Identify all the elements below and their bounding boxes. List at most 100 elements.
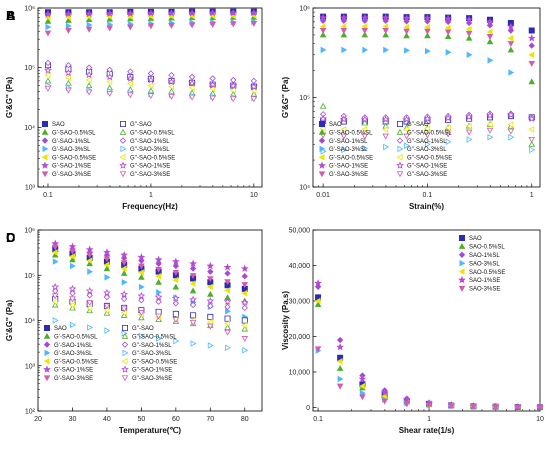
legend-marker <box>318 171 326 178</box>
data-point <box>171 294 180 302</box>
legend-label: G'-SAO-1%SL <box>329 139 368 145</box>
data-point <box>359 382 365 390</box>
x-tick-label: 1 <box>149 192 153 199</box>
data-point <box>85 76 92 84</box>
data-point <box>445 138 452 146</box>
data-point <box>65 87 72 94</box>
data-point <box>382 28 389 34</box>
legend-label: G''-SAO-1%SE <box>132 368 172 374</box>
legend-marker <box>458 285 466 292</box>
data-point <box>402 14 411 22</box>
legend-marker <box>43 357 50 365</box>
x-axis-label: Shear rate(1/s) <box>399 426 455 435</box>
data-point <box>514 404 522 411</box>
legend-marker <box>458 242 466 249</box>
chart-panel-d: D 0.1 1 10 0 10,000 20,000 30,000 40,000 50,000 Sh… <box>6 228 544 436</box>
legend: SAO G'-SAO-0.5%SL G'-SAO-1%SL G'-SAO-3%SL G'… <box>43 325 177 382</box>
data-point <box>339 13 348 21</box>
data-point <box>359 394 366 401</box>
legend-marker <box>397 121 403 127</box>
legend-label: G'-SAO-3%SE <box>54 376 93 382</box>
data-point <box>241 322 248 329</box>
data-point <box>465 30 473 37</box>
data-point <box>382 23 389 30</box>
legend-marker <box>44 349 51 357</box>
data-point <box>229 81 238 89</box>
data-point <box>155 266 162 273</box>
data-point <box>425 402 433 409</box>
data-point <box>423 114 432 122</box>
data-point <box>69 301 75 309</box>
data-point <box>190 340 197 347</box>
data-point <box>86 252 93 259</box>
y-tick-label: 10³ <box>25 363 36 370</box>
data-point <box>44 77 52 84</box>
data-point <box>336 343 344 351</box>
legend-marker <box>396 161 404 169</box>
data-point <box>85 9 94 18</box>
legend-label: G''-SAO-3%SE <box>130 172 170 178</box>
data-point <box>470 404 477 411</box>
legend-label: SAO-3%SL <box>469 261 500 267</box>
series-5 <box>51 239 249 272</box>
series-13 <box>319 127 536 143</box>
data-point <box>137 253 146 261</box>
data-point <box>486 121 493 128</box>
data-point <box>224 279 231 286</box>
y-tick-label: 10⁴ <box>24 318 35 325</box>
data-point <box>172 300 180 307</box>
legend: SAO G'-SAO-0.5%SL G'-SAO-1%SL G'-SAO-3%SL G'… <box>318 121 452 178</box>
data-point <box>147 70 155 77</box>
data-point <box>209 75 216 82</box>
data-point <box>156 289 163 296</box>
data-point <box>486 17 494 26</box>
data-point <box>403 126 410 133</box>
legend-marker <box>458 251 466 258</box>
legend-label: G'-SAO-0.5%SL <box>54 335 98 341</box>
legend-marker <box>41 171 49 178</box>
data-point <box>508 133 515 141</box>
data-point <box>486 38 494 45</box>
data-point <box>120 306 128 313</box>
data-point <box>487 57 494 64</box>
data-point <box>444 113 453 122</box>
data-point <box>319 28 327 34</box>
series-4 <box>51 249 248 297</box>
x-tick-label: 10 <box>536 416 544 423</box>
data-point <box>104 327 111 334</box>
data-point <box>336 383 344 390</box>
data-point <box>167 9 176 17</box>
data-point <box>362 145 369 152</box>
legend-marker <box>43 375 51 382</box>
series-5 <box>314 279 544 411</box>
series-6 <box>314 346 544 411</box>
series-7 <box>52 295 248 324</box>
data-point <box>188 73 196 81</box>
legend-marker <box>44 325 50 331</box>
legend-label: SAO-1%SE <box>469 278 500 284</box>
data-point <box>336 336 344 344</box>
x-tick-label: 0.1 <box>43 192 53 199</box>
data-point <box>65 22 72 30</box>
data-point <box>86 260 93 267</box>
data-point <box>168 22 175 29</box>
data-point <box>249 82 258 90</box>
chart-panel-a: A 0.1 1 10 10³ 10⁴ 10⁵ 10⁶ Frequency(Hz) G'&G'' (… <box>5 6 263 211</box>
data-point <box>240 264 249 272</box>
data-point <box>69 253 75 260</box>
data-point <box>424 132 431 139</box>
data-point <box>507 46 515 53</box>
data-point <box>424 23 430 31</box>
data-point <box>423 14 432 22</box>
data-point <box>138 314 145 321</box>
legend-marker <box>120 121 126 127</box>
data-point <box>208 8 217 17</box>
data-point <box>507 22 515 30</box>
legend-marker <box>41 161 49 169</box>
series-11 <box>51 298 248 329</box>
y-tick-label: 0 <box>306 405 310 412</box>
data-point <box>51 293 59 300</box>
legend-marker <box>42 145 49 153</box>
data-point <box>85 82 93 89</box>
data-point <box>486 28 493 36</box>
